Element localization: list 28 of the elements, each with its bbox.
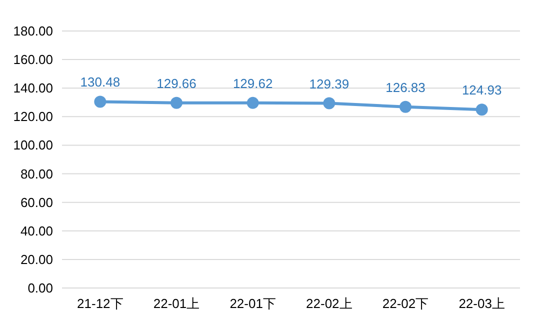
point: [476, 104, 488, 116]
y-tick-label: 100.00: [13, 138, 53, 153]
y-tick-label: 140.00: [13, 80, 53, 96]
data-label: 130.48: [80, 74, 120, 90]
x-tick-label: 22-02上: [306, 296, 352, 311]
x-tick-label: 22-02下: [382, 296, 429, 311]
y-tick-label: 180.00: [13, 24, 53, 38]
point: [94, 96, 106, 108]
y-tick-label: 20.00: [20, 252, 53, 267]
point: [246, 96, 259, 109]
y-tick-label: 60.00: [20, 194, 53, 210]
data-label: 124.93: [462, 82, 502, 98]
point: [323, 97, 336, 110]
x-tick-label: 22-01上: [153, 296, 200, 311]
y-tick-label: 40.00: [20, 223, 53, 238]
x-tick-label: 21-12下: [77, 296, 124, 311]
x-tick-label: 22-01下: [230, 296, 276, 311]
data-label: 129.66: [156, 76, 196, 91]
point: [400, 100, 412, 113]
y-tick-label: 0.00: [28, 280, 53, 296]
y-tick-label: 80.00: [20, 166, 53, 182]
point: [170, 96, 182, 109]
data-label: 129.39: [309, 76, 350, 92]
y-tick-label: 160.00: [13, 52, 53, 68]
data-label: 126.83: [386, 80, 426, 95]
x-tick-label: 22-03上: [458, 296, 505, 311]
y-tick-label: 120.00: [13, 109, 53, 124]
data-label: 129.62: [232, 76, 273, 91]
